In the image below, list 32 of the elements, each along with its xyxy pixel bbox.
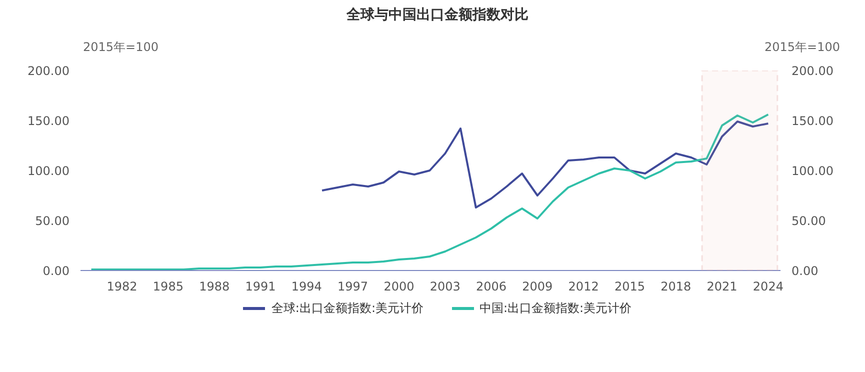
y-tick-label: 150.00 [28,114,70,128]
x-tick-label: 1997 [338,280,368,294]
x-tick-label: 1994 [291,280,322,294]
y2-tick-label: 50.00 [792,214,826,228]
y-tick-label: 100.00 [28,164,70,178]
x-tick-label: 1982 [106,280,138,294]
y-tick-label: 0.00 [42,264,70,278]
x-tick-label: 2024 [752,280,784,294]
x-tick-label: 2021 [706,280,738,294]
x-tick-label: 1991 [245,280,276,294]
x-tick-label: 1988 [199,280,230,294]
y2-axis-title: 2015年=100 [764,39,840,56]
y2-tick-label: 150.00 [792,114,834,128]
x-tick-label: 2015 [614,280,646,294]
line-series [321,120,770,208]
legend-label: 中国:出口金额指数:美元计价 [480,300,632,317]
x-tick-label: 2012 [568,280,599,294]
chart-title: 全球与中国出口金额指数对比 [346,6,530,25]
y2-tick-label: 100.00 [792,164,834,178]
legend-label: 全球:出口金额指数:美元计价 [271,300,424,317]
y-tick-label: 50.00 [35,214,70,228]
y-axis-title: 2015年=100 [83,39,158,56]
y-tick-label: 200.00 [28,64,70,78]
y2-tick-label: 0.00 [792,264,818,278]
line-series [90,114,770,270]
y2-tick-label: 200.00 [792,64,834,78]
x-tick-label: 2006 [476,280,507,294]
x-tick-label: 2003 [430,280,460,294]
x-tick-label: 1985 [152,280,184,294]
x-tick-label: 2000 [384,280,414,294]
x-tick-label: 2018 [660,280,692,294]
x-tick-label: 2009 [522,280,553,294]
